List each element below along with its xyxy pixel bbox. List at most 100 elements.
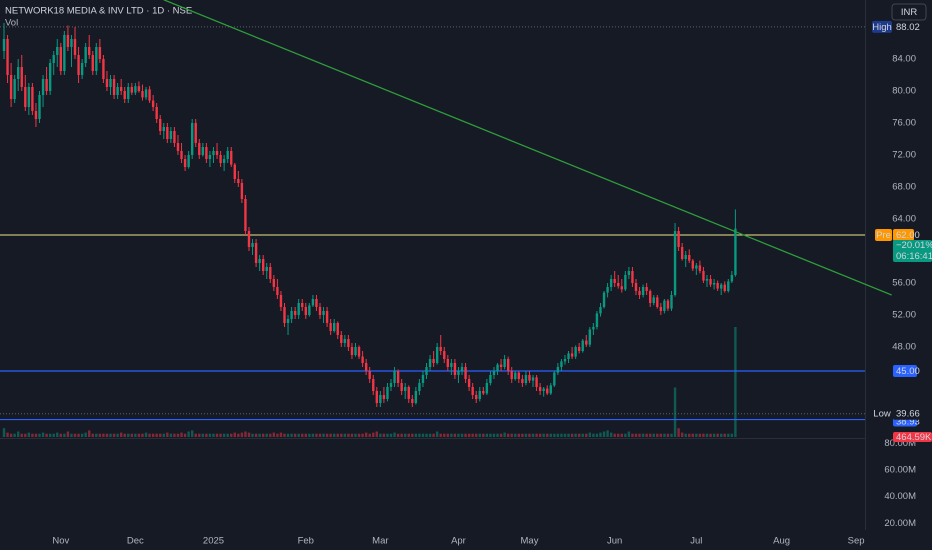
candle-body bbox=[510, 371, 513, 379]
candle-body bbox=[336, 323, 339, 335]
currency-label[interactable]: INR bbox=[901, 7, 918, 18]
volume-bar bbox=[102, 433, 105, 437]
volume-bar bbox=[453, 433, 457, 437]
candle-body bbox=[226, 151, 229, 159]
candle-body bbox=[691, 260, 695, 269]
candle-body bbox=[269, 267, 272, 279]
level-tag bbox=[893, 365, 917, 377]
candle-body bbox=[290, 311, 293, 319]
volume-bar bbox=[315, 433, 318, 437]
candle-body bbox=[542, 388, 545, 391]
candle-body bbox=[304, 307, 307, 315]
candle-body bbox=[361, 356, 364, 363]
volume-bar bbox=[173, 433, 176, 437]
volume-bar bbox=[446, 433, 450, 437]
volume-bar bbox=[595, 433, 599, 437]
y-tick-label: 80.00 bbox=[892, 86, 916, 97]
volume-bar bbox=[673, 387, 677, 437]
volume-bar bbox=[574, 433, 577, 437]
x-tick-label: 2025 bbox=[203, 536, 224, 547]
candle-body bbox=[666, 300, 670, 309]
volume-bar bbox=[439, 433, 442, 437]
high-price-tag bbox=[893, 20, 929, 33]
candle-body bbox=[322, 311, 325, 315]
volume-bar bbox=[119, 432, 123, 437]
volume-bar bbox=[98, 433, 102, 437]
x-tick-label: May bbox=[521, 536, 539, 547]
candle-body bbox=[357, 347, 361, 357]
candle-body bbox=[134, 86, 137, 93]
candle-body bbox=[27, 87, 31, 107]
volume-bar bbox=[24, 433, 27, 437]
level-label: 45.00 bbox=[896, 366, 920, 377]
candle-body bbox=[41, 79, 45, 95]
candle-body bbox=[609, 279, 613, 287]
candle-body bbox=[435, 347, 439, 363]
candle-body bbox=[656, 297, 659, 307]
candle-body bbox=[347, 339, 350, 347]
volume-bar bbox=[517, 433, 521, 437]
candle-body bbox=[116, 87, 119, 95]
candle-body bbox=[531, 377, 535, 381]
volume-bar bbox=[680, 432, 684, 437]
volume-bar bbox=[570, 433, 574, 437]
candle-body bbox=[91, 55, 94, 71]
volume-bar bbox=[166, 432, 169, 437]
y-tick-label: 64.00 bbox=[892, 214, 916, 225]
currency-button[interactable] bbox=[891, 3, 927, 21]
volume-bar bbox=[31, 433, 34, 437]
candle-body bbox=[638, 291, 641, 295]
candle-body bbox=[382, 395, 386, 399]
volume-tick-label: 80.00M bbox=[884, 438, 916, 449]
volume-bar bbox=[215, 433, 219, 437]
candle-body bbox=[439, 347, 442, 351]
volume-bar bbox=[528, 433, 531, 437]
candle-body bbox=[641, 287, 645, 295]
candle-body bbox=[659, 307, 663, 311]
candle-body bbox=[201, 147, 205, 155]
volume-bar bbox=[240, 432, 244, 437]
volume-bar bbox=[599, 432, 602, 437]
volume-bar bbox=[531, 433, 535, 437]
volume-bar bbox=[13, 433, 16, 437]
candle-body bbox=[127, 87, 130, 99]
volume-legend: Vol bbox=[5, 18, 18, 29]
volume-bar bbox=[478, 433, 481, 437]
x-tick-label: Mar bbox=[372, 536, 388, 547]
volume-bar bbox=[634, 433, 638, 437]
volume-bar bbox=[485, 433, 489, 437]
volume-bar bbox=[585, 433, 588, 437]
candle-body bbox=[574, 347, 577, 357]
volume-bar bbox=[716, 433, 719, 437]
candle-body bbox=[428, 359, 432, 367]
volume-bar bbox=[237, 433, 240, 437]
volume-bar bbox=[613, 433, 616, 437]
volume-bar bbox=[137, 433, 141, 437]
volume-bar bbox=[443, 433, 446, 437]
volume-bar bbox=[499, 433, 503, 437]
volume-bar bbox=[261, 433, 265, 437]
volume-bar bbox=[467, 433, 471, 437]
volume-bar bbox=[318, 433, 322, 437]
volume-bar bbox=[230, 433, 233, 437]
volume-bar bbox=[343, 433, 347, 437]
volume-bar bbox=[63, 433, 66, 437]
candle-body bbox=[70, 39, 73, 47]
candle-body bbox=[332, 323, 336, 331]
volume-bar bbox=[340, 433, 343, 437]
volume-bar bbox=[198, 433, 201, 437]
volume-bar bbox=[684, 433, 687, 437]
volume-bar bbox=[347, 433, 350, 437]
candle-body bbox=[329, 323, 332, 331]
candle-body bbox=[372, 379, 375, 391]
candle-body bbox=[645, 287, 648, 291]
volume-bar bbox=[563, 433, 567, 437]
candle-body bbox=[670, 295, 673, 309]
volume-bar bbox=[521, 433, 524, 437]
candle-body bbox=[130, 87, 134, 93]
candle-body bbox=[695, 265, 698, 269]
candle-body bbox=[673, 231, 677, 295]
candle-body bbox=[546, 388, 549, 394]
candle-body bbox=[343, 339, 347, 343]
candle-body bbox=[581, 340, 584, 351]
